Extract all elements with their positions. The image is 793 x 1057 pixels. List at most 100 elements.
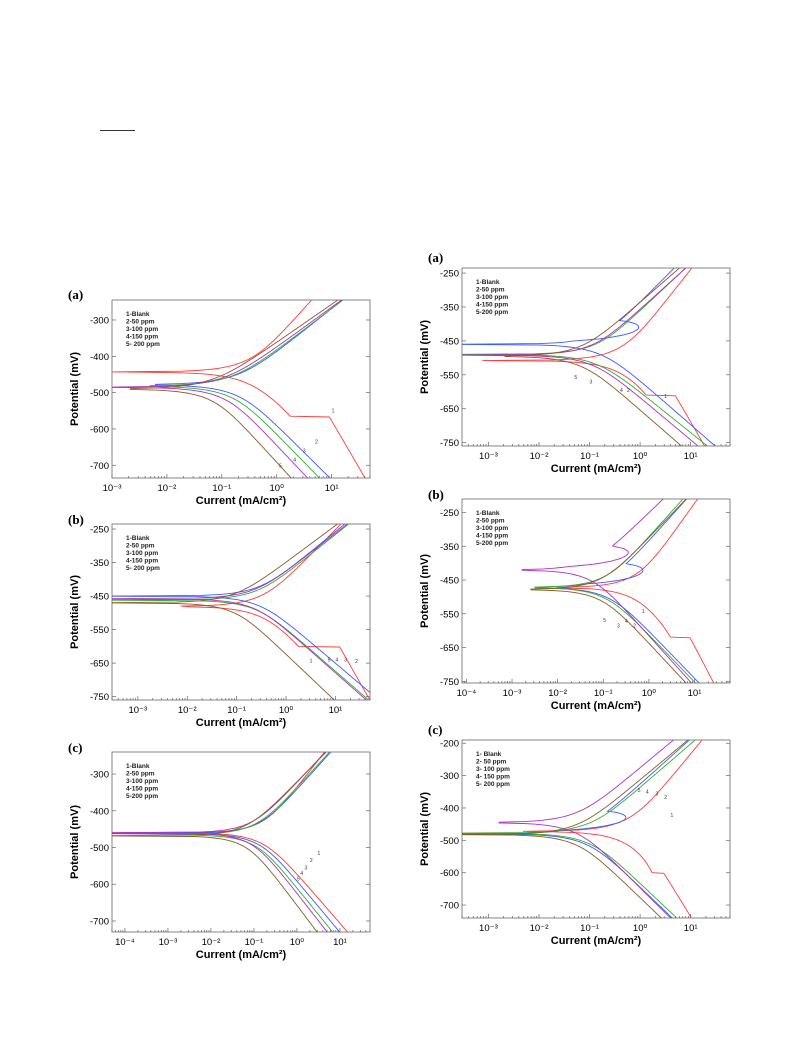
panel-label: (b): [428, 487, 444, 502]
y-tick-label: -400: [90, 352, 109, 363]
legend-entry: 4-150 ppm: [476, 302, 508, 309]
x-axis-title: Current (mA/cm²): [551, 935, 642, 947]
legend-entry: 2-50 ppm: [476, 287, 505, 294]
x-tick-label: 10¹: [684, 451, 698, 462]
y-axis-title: Potential (mV): [419, 320, 431, 394]
x-tick-label: 10⁻²: [548, 688, 567, 699]
legend-entry: 1-Blank: [126, 535, 150, 542]
curve-number-label: 4: [335, 657, 338, 663]
series-curve-1: [112, 752, 349, 932]
series-curve-3: [462, 268, 708, 446]
y-tick-label: -550: [90, 625, 109, 636]
y-tick-label: -650: [440, 404, 459, 415]
chart-left-c: (c) 10⁻⁴ 10⁻³ 10⁻² 10⁻¹ 10⁰ 10¹ -300 -400 -500 -60…: [68, 740, 371, 961]
x-tick-label: 10⁰: [290, 937, 305, 948]
plot-frame: [461, 739, 731, 919]
plot-frame: [111, 523, 371, 701]
plot-frame: [111, 299, 371, 479]
curve-number-label: 3: [590, 379, 593, 385]
y-tick-label: -700: [440, 901, 459, 912]
y-axis-title: Potential (mV): [419, 554, 431, 628]
series-curve-5: [129, 300, 339, 478]
legend-entry: 5- 200 ppm: [126, 565, 160, 572]
x-tick-label: 10¹: [688, 688, 702, 699]
x-tick-label: 10¹: [684, 923, 698, 934]
y-tick-label: -400: [440, 803, 459, 814]
series-curve-3: [190, 752, 334, 932]
y-tick-label: -250: [440, 508, 459, 519]
legend-entry: 2-50 ppm: [126, 319, 155, 326]
series-curve-2: [538, 499, 700, 683]
plot-frame: [461, 267, 731, 447]
series-curve-2: [462, 268, 716, 446]
legend-entry: 3-100 ppm: [126, 778, 158, 785]
y-tick-label: -350: [440, 302, 459, 313]
y-tick-label: -750: [90, 692, 109, 703]
chart-left-b: (b) 10⁻³ 10⁻² 10⁻¹ 10⁰ 10¹ -250 -350 -450 -550 -65…: [68, 512, 371, 729]
panel-right-b: (b) 10⁻⁴ 10⁻³ 10⁻² 10⁻¹ 10⁰ 10¹ -250 -350 -450 -55…: [419, 485, 750, 720]
x-tick-label: 10⁰: [633, 923, 648, 934]
y-tick-label: -450: [440, 576, 459, 587]
legend-entry: 5-200 ppm: [476, 309, 508, 316]
curve-number-label: 4: [293, 458, 296, 464]
series-curve-3: [534, 499, 697, 683]
panel-left-c: (c) 10⁻⁴ 10⁻³ 10⁻² 10⁻¹ 10⁰ 10¹ -300 -400 -500 -60…: [60, 740, 380, 965]
legend-entry: 3- 100 ppm: [476, 766, 510, 773]
curve-number-label: 2: [633, 623, 636, 629]
curve-number-label: 4: [625, 619, 628, 625]
legend-entry: 4-150 ppm: [126, 334, 158, 341]
y-tick-label: -600: [90, 424, 109, 435]
x-axis-title: Current (mA/cm²): [196, 949, 287, 961]
top-rule: [100, 130, 135, 131]
x-tick-label: 10⁻¹: [227, 705, 246, 716]
legend-entry: 5-200 ppm: [126, 793, 158, 800]
x-tick-label: 10⁻³: [479, 923, 498, 934]
x-tick-label: 10⁻²: [158, 483, 177, 494]
panel-left-b: (b) 10⁻³ 10⁻² 10⁻¹ 10⁰ 10¹ -250 -350 -450 -550 -65…: [60, 510, 380, 735]
legend-entry: 1-Blank: [476, 279, 500, 286]
x-tick-label: 10⁻¹: [580, 451, 599, 462]
x-tick-label: 10⁻²: [178, 705, 197, 716]
y-axis-title: Potential (mV): [69, 352, 81, 426]
y-tick-label: -650: [90, 659, 109, 670]
legend-entry: 3-100 ppm: [476, 525, 508, 532]
panel-label: (a): [428, 250, 443, 265]
series-curve-4: [112, 300, 343, 478]
x-tick-label: 10¹: [329, 705, 343, 716]
x-tick-label: 10⁻¹: [580, 923, 599, 934]
curve-number-label: 4: [646, 789, 649, 795]
plot-area: [521, 499, 715, 683]
y-tick-label: -700: [90, 461, 109, 472]
series-curve-2: [112, 524, 370, 694]
curve-number-label: 5: [328, 657, 331, 663]
curve-number-label: 4: [620, 388, 623, 394]
chart-right-a: (a) 10⁻³ 10⁻² 10⁻¹ 10⁰ 10¹ -250 -350 -450 -550 -65…: [419, 250, 731, 475]
legend-entry: 3-100 ppm: [126, 326, 158, 333]
y-tick-label: -500: [90, 388, 109, 399]
x-tick-label: 10⁰: [279, 705, 294, 716]
legend-entry: 1-Blank: [476, 510, 500, 517]
legend-entry: 3-100 ppm: [476, 294, 508, 301]
plot-area: [112, 300, 366, 478]
x-tick-label: 10⁻⁴: [457, 688, 477, 699]
legend-entry: 1- Blank: [476, 751, 502, 758]
curve-number-label: 2: [627, 388, 630, 394]
legend-entry: 1-Blank: [126, 311, 150, 318]
y-tick-label: -650: [440, 643, 459, 654]
curve-number-label: 2: [315, 439, 318, 445]
y-tick-label: -250: [440, 269, 459, 280]
y-tick-label: -500: [440, 836, 459, 847]
legend-entry: 5-200 ppm: [476, 540, 508, 547]
series-curve-1: [180, 524, 370, 700]
series-curve-5: [462, 740, 689, 918]
x-tick-label: 10¹: [333, 937, 347, 948]
y-tick-label: -700: [90, 916, 109, 927]
plot-area: [462, 268, 716, 446]
y-tick-label: -400: [90, 806, 109, 817]
curve-number-label: 1: [671, 813, 674, 819]
series-curve-3: [149, 300, 344, 478]
curve-number-label: 5: [279, 463, 282, 469]
curve-number-label: 1: [642, 609, 645, 615]
curve-number-label: 5: [297, 877, 300, 883]
y-tick-label: -600: [90, 880, 109, 891]
